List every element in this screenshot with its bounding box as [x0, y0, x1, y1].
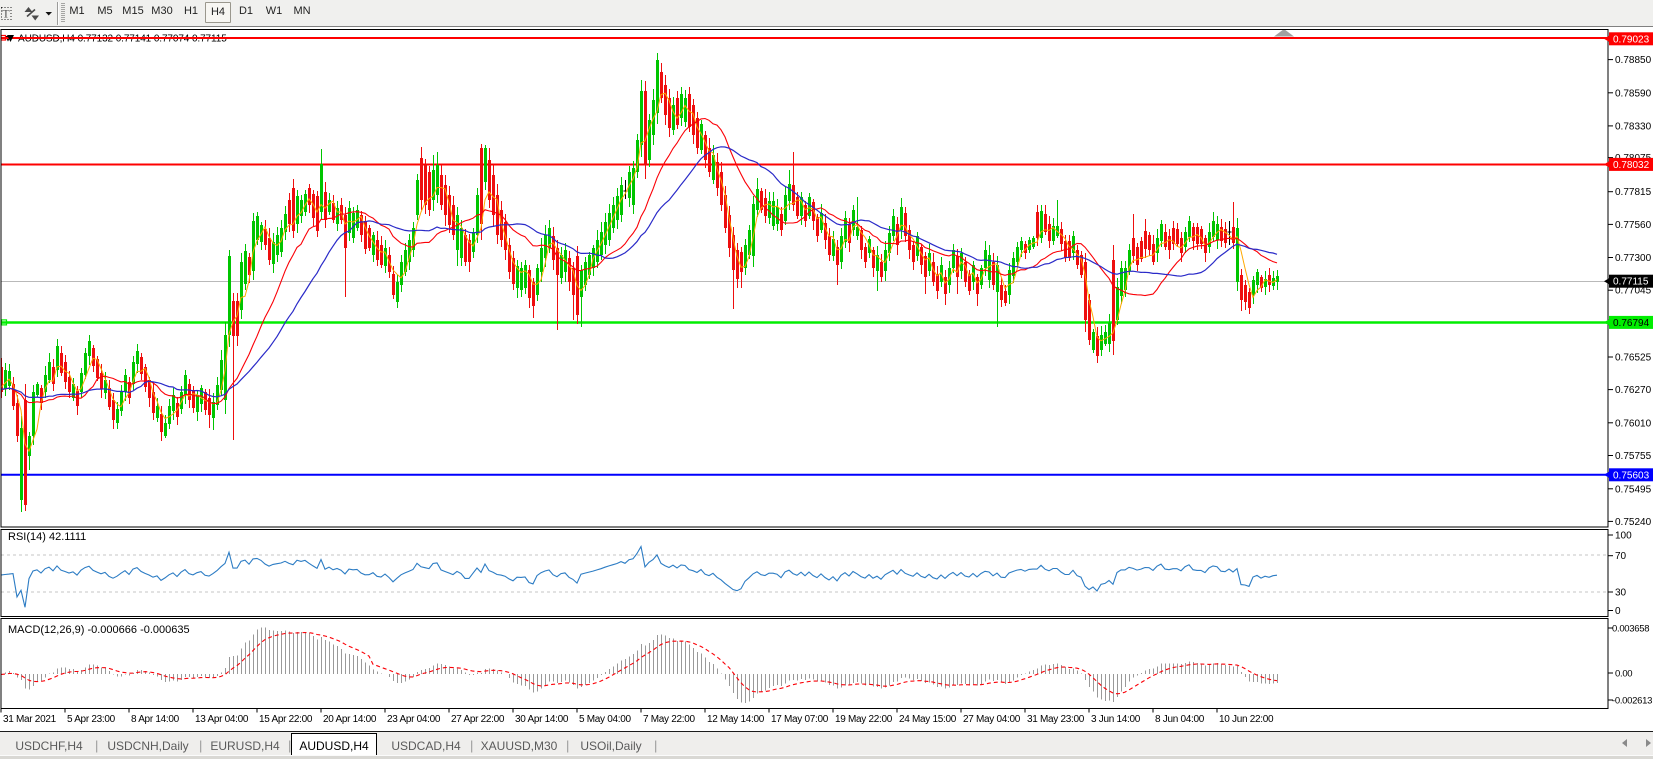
svg-text:31 May 23:00: 31 May 23:00: [1027, 714, 1085, 725]
svg-text:0.77045: 0.77045: [1615, 286, 1652, 297]
svg-text:RSI(14) 42.1111: RSI(14) 42.1111: [8, 531, 86, 543]
svg-text:20 Apr 14:00: 20 Apr 14:00: [323, 714, 377, 725]
svg-text:0.75755: 0.75755: [1615, 451, 1652, 462]
svg-text:70: 70: [1615, 551, 1627, 562]
svg-text:17 May 07:00: 17 May 07:00: [771, 714, 829, 725]
svg-text:12 May 14:00: 12 May 14:00: [707, 714, 765, 725]
svg-text:0.79023: 0.79023: [1613, 34, 1650, 45]
svg-text:8 Jun 04:00: 8 Jun 04:00: [1155, 714, 1205, 725]
svg-text:0.76794: 0.76794: [1613, 318, 1650, 329]
svg-text:13 Apr 04:00: 13 Apr 04:00: [195, 714, 249, 725]
svg-text:27 Apr 22:00: 27 Apr 22:00: [451, 714, 505, 725]
svg-text:100: 100: [1615, 531, 1632, 542]
svg-text:0.75603: 0.75603: [1613, 470, 1650, 481]
svg-text:0: 0: [1615, 606, 1621, 617]
svg-text:19 May 22:00: 19 May 22:00: [835, 714, 893, 725]
svg-text:0.78032: 0.78032: [1613, 160, 1650, 171]
svg-text:0.77300: 0.77300: [1615, 253, 1652, 264]
svg-text:0.77115: 0.77115: [1613, 277, 1649, 288]
svg-text:MACD(12,26,9) -0.000666 -0.000: MACD(12,26,9) -0.000666 -0.000635: [8, 624, 190, 636]
svg-text:0.76525: 0.76525: [1615, 353, 1652, 364]
svg-text:0.00: 0.00: [1615, 669, 1632, 680]
svg-text:-0.002613: -0.002613: [1612, 696, 1652, 707]
svg-text:31 Mar 2021: 31 Mar 2021: [3, 714, 57, 725]
svg-text:0.78330: 0.78330: [1615, 121, 1652, 132]
svg-text:27 May 04:00: 27 May 04:00: [963, 714, 1021, 725]
svg-text:0.76010: 0.76010: [1615, 418, 1652, 429]
svg-text:0.78590: 0.78590: [1615, 88, 1652, 99]
svg-text:23 Apr 04:00: 23 Apr 04:00: [387, 714, 441, 725]
svg-text:7 May 22:00: 7 May 22:00: [643, 714, 695, 725]
svg-text:0.75240: 0.75240: [1615, 517, 1652, 528]
svg-text:0.003658: 0.003658: [1612, 624, 1649, 635]
svg-text:0.75495: 0.75495: [1615, 484, 1652, 495]
svg-text:0.76270: 0.76270: [1615, 385, 1652, 396]
svg-text:T: T: [2, 7, 10, 21]
svg-text:3 Jun 14:00: 3 Jun 14:00: [1091, 714, 1141, 725]
svg-text:15 Apr 22:00: 15 Apr 22:00: [259, 714, 313, 725]
svg-text:5 Apr 23:00: 5 Apr 23:00: [67, 714, 116, 725]
svg-text:30 Apr 14:00: 30 Apr 14:00: [515, 714, 569, 725]
svg-text:24 May 15:00: 24 May 15:00: [899, 714, 957, 725]
svg-text:0.78850: 0.78850: [1615, 55, 1652, 66]
svg-text:10 Jun 22:00: 10 Jun 22:00: [1219, 714, 1274, 725]
svg-text:0.77815: 0.77815: [1615, 187, 1652, 198]
svg-text:5 May 04:00: 5 May 04:00: [579, 714, 631, 725]
svg-text:30: 30: [1615, 588, 1627, 599]
svg-text:8 Apr 14:00: 8 Apr 14:00: [131, 714, 180, 725]
svg-text:0.77560: 0.77560: [1615, 220, 1652, 231]
